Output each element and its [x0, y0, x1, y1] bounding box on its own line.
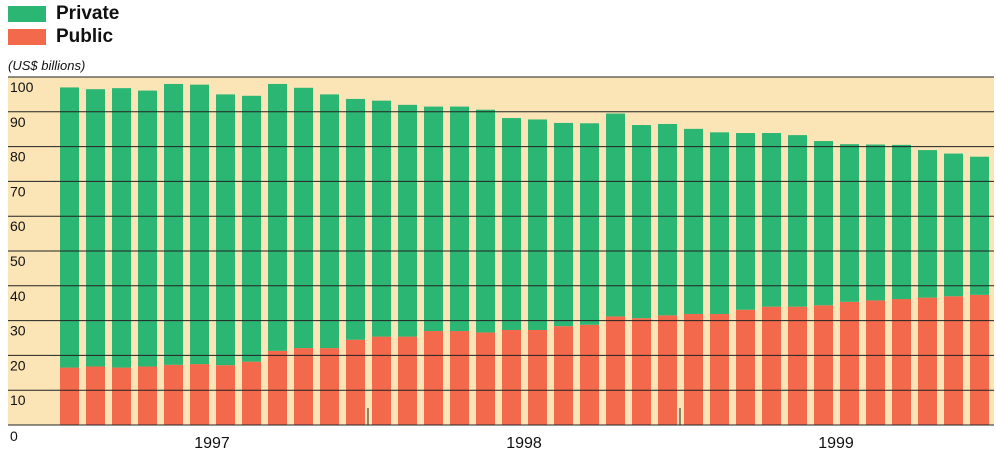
- bar-private-26: [710, 132, 729, 314]
- bar-public-12: [346, 339, 365, 425]
- x-tick-label-1999: 1999: [818, 435, 854, 451]
- bar-public-10: [294, 348, 313, 425]
- bar-public-22: [606, 316, 625, 425]
- chart-legend: Private Public: [8, 3, 120, 50]
- x-tick-label-1998: 1998: [506, 435, 542, 451]
- y-tick-label-80: 80: [10, 149, 26, 165]
- bar-private-16: [450, 106, 469, 332]
- bar-private-36: [970, 156, 989, 295]
- bar-private-29: [788, 135, 807, 307]
- y-tick-label-20: 20: [10, 357, 26, 373]
- legend-swatch-private: [8, 6, 46, 22]
- y-tick-label-40: 40: [10, 288, 26, 304]
- bar-public-28: [762, 306, 781, 425]
- bar-private-6: [190, 84, 209, 365]
- bar-public-35: [944, 296, 963, 425]
- bar-private-27: [736, 133, 755, 310]
- bar-public-16: [450, 331, 469, 425]
- y-axis-unit-label: (US$ billions): [8, 58, 86, 73]
- y-tick-label-30: 30: [10, 323, 26, 339]
- bar-private-33: [892, 144, 911, 300]
- bar-private-2: [86, 89, 105, 367]
- legend-item-public: Public: [8, 26, 119, 47]
- bar-public-13: [372, 336, 391, 425]
- y-tick-label-50: 50: [10, 253, 26, 269]
- bar-private-21: [580, 123, 599, 325]
- bar-public-1: [60, 367, 79, 425]
- legend-swatch-public: [8, 29, 46, 45]
- bar-public-8: [242, 361, 261, 425]
- bar-public-17: [476, 332, 495, 425]
- bar-private-15: [424, 106, 443, 332]
- legend-label-private: Private: [56, 3, 120, 24]
- bar-private-31: [840, 144, 859, 302]
- bar-private-17: [476, 109, 495, 333]
- bar-public-11: [320, 348, 339, 425]
- bar-private-34: [918, 150, 937, 298]
- bar-private-7: [216, 94, 235, 366]
- bar-private-8: [242, 95, 261, 362]
- bar-private-19: [528, 119, 547, 330]
- bar-public-21: [580, 324, 599, 425]
- bar-public-2: [86, 366, 105, 425]
- legend-label-public: Public: [56, 26, 114, 47]
- bar-private-13: [372, 100, 391, 337]
- bar-public-18: [502, 329, 521, 425]
- y-tick-label-10: 10: [10, 392, 26, 408]
- bar-public-14: [398, 336, 417, 425]
- bar-public-25: [684, 313, 703, 425]
- bar-private-14: [398, 104, 417, 337]
- bar-public-24: [658, 315, 677, 425]
- bar-private-35: [944, 153, 963, 297]
- bar-private-32: [866, 144, 885, 301]
- bar-public-27: [736, 309, 755, 425]
- y-tick-label-100: 100: [10, 79, 34, 95]
- y-tick-label-90: 90: [10, 114, 26, 130]
- bar-public-23: [632, 318, 651, 425]
- bar-private-20: [554, 122, 573, 327]
- bar-public-7: [216, 365, 235, 425]
- bar-private-9: [268, 83, 287, 351]
- bar-private-3: [112, 88, 131, 368]
- bar-public-3: [112, 367, 131, 425]
- bar-public-36: [970, 294, 989, 425]
- bar-public-34: [918, 297, 937, 425]
- bar-public-33: [892, 299, 911, 425]
- bar-public-20: [554, 326, 573, 425]
- bar-public-9: [268, 350, 287, 425]
- bar-private-12: [346, 98, 365, 340]
- bar-private-18: [502, 118, 521, 330]
- bar-private-1: [60, 87, 79, 368]
- bar-public-29: [788, 306, 807, 425]
- bar-private-11: [320, 94, 339, 349]
- bar-private-5: [164, 83, 183, 365]
- bar-public-6: [190, 364, 209, 425]
- y-tick-label-70: 70: [10, 183, 26, 199]
- bar-public-32: [866, 300, 885, 425]
- y-tick-label-0: 0: [10, 428, 18, 444]
- x-tick-label-1997: 1997: [194, 435, 230, 451]
- bar-private-22: [606, 113, 625, 317]
- y-tick-label-60: 60: [10, 218, 26, 234]
- bar-private-4: [138, 90, 157, 367]
- bar-public-19: [528, 329, 547, 425]
- bar-private-10: [294, 87, 313, 349]
- bar-private-25: [684, 128, 703, 314]
- bar-public-4: [138, 366, 157, 425]
- bar-private-23: [632, 125, 651, 319]
- bar-public-15: [424, 331, 443, 425]
- bar-private-24: [658, 123, 677, 316]
- bar-public-26: [710, 313, 729, 425]
- bar-private-30: [814, 141, 833, 306]
- bar-private-28: [762, 133, 781, 307]
- bar-public-30: [814, 305, 833, 425]
- bar-public-31: [840, 301, 859, 425]
- bar-public-5: [164, 364, 183, 425]
- legend-item-private: Private: [8, 3, 120, 24]
